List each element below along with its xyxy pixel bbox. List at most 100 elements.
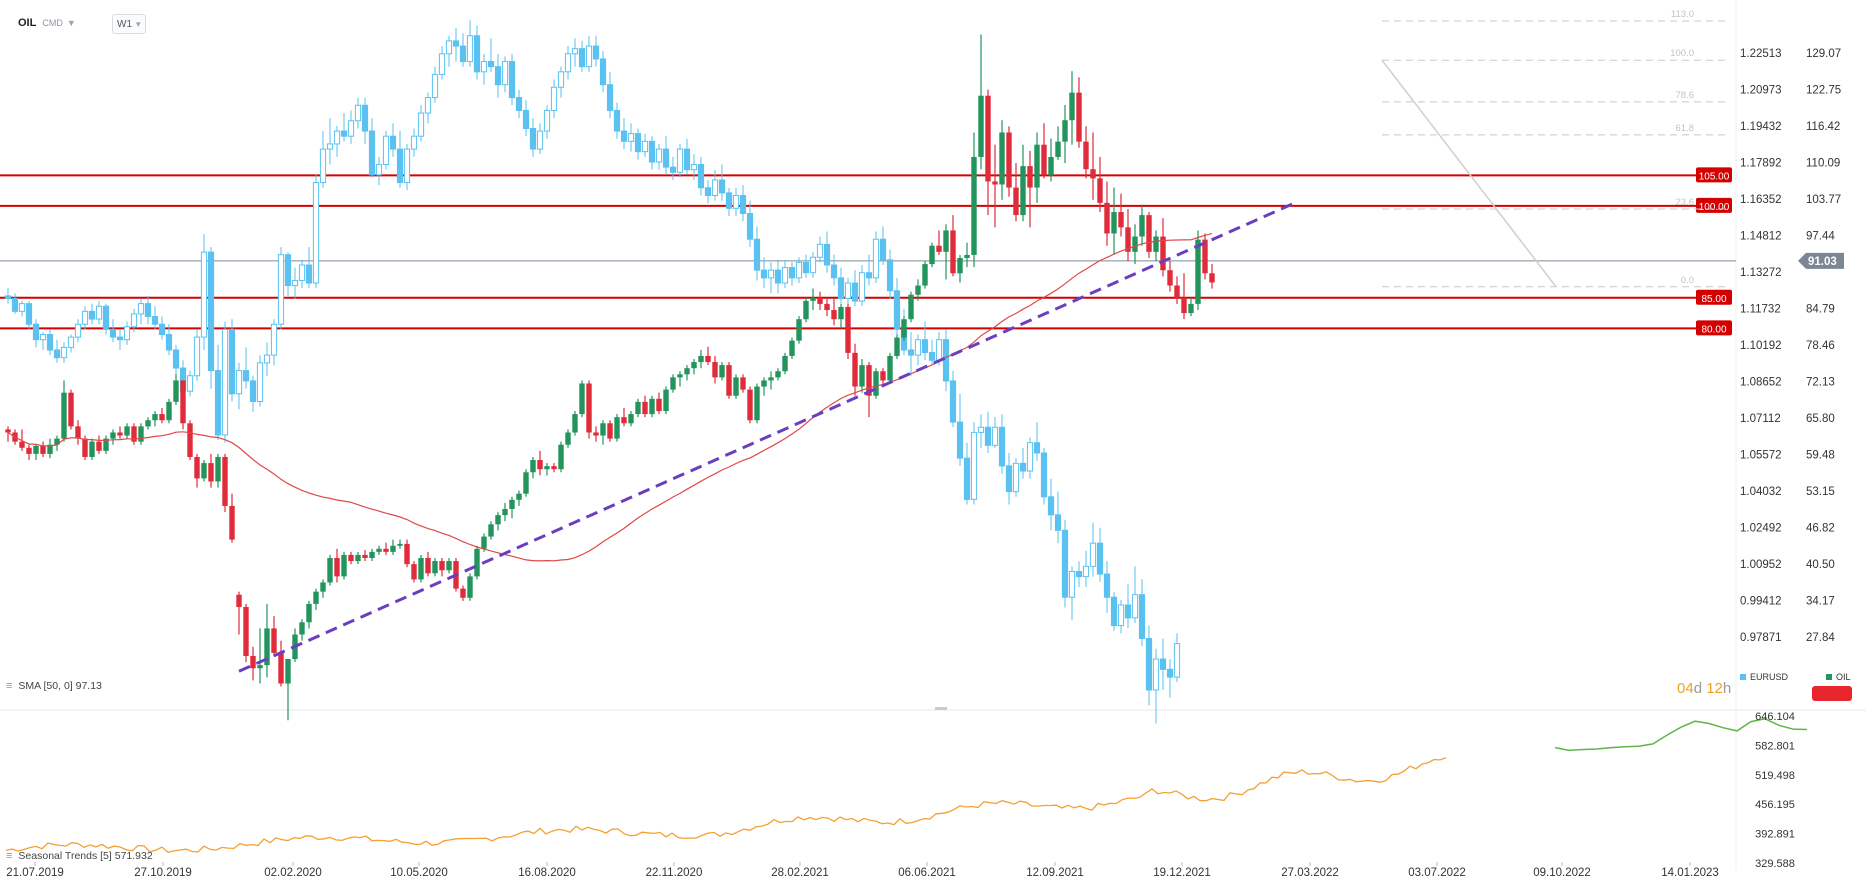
fibonacci-retracement: 113.0 100.0 78.6 61.8 23.6 0.0 xyxy=(1381,9,1730,288)
eurusd-candle xyxy=(522,100,530,137)
eurusd-candle xyxy=(963,442,971,505)
eurusd-candle xyxy=(333,125,341,157)
eurusd-candle xyxy=(347,110,355,144)
menu-icon[interactable]: ≡ xyxy=(6,680,13,692)
oil-candle xyxy=(306,600,312,629)
oil-candle xyxy=(936,230,942,255)
oil-candle xyxy=(1125,208,1131,262)
legend-oil[interactable]: OIL xyxy=(1826,672,1851,682)
legend-eurusd[interactable]: EURUSD xyxy=(1740,672,1788,682)
oil-candle xyxy=(1069,71,1075,145)
seasonal-legend[interactable]: ≡ Seasonal Trends [5] 571.932 xyxy=(6,850,153,862)
support-trendline xyxy=(238,201,1296,673)
oil-candle xyxy=(341,551,347,580)
oil-candle xyxy=(1083,126,1089,179)
eurusd-candle xyxy=(263,342,271,376)
oil-candle xyxy=(810,288,816,311)
oil-candle xyxy=(831,297,837,326)
eurusd-axis-label: 1.16352 xyxy=(1740,194,1782,206)
symbol-selector[interactable]: OIL CMD ▼ xyxy=(18,14,76,32)
oil-candle xyxy=(523,469,529,497)
oil-candle xyxy=(1062,104,1068,164)
eurusd-candle xyxy=(886,249,894,299)
oil-candle xyxy=(1167,261,1173,292)
oil-candle xyxy=(1118,193,1124,237)
sma-legend[interactable]: ≡ SMA [50, 0] 97.13 xyxy=(6,680,102,692)
oil-candle xyxy=(348,551,354,565)
oil-candle xyxy=(145,417,151,430)
oil-axis-label: 97.44 xyxy=(1806,231,1835,243)
oil-candle xyxy=(684,365,690,381)
fib-level-label: 23.6 xyxy=(1676,197,1695,208)
eurusd-candle xyxy=(1138,579,1146,647)
eurusd-candle xyxy=(102,303,110,335)
oil-candle xyxy=(712,355,718,384)
oil-candle xyxy=(740,374,746,393)
eurusd-candle xyxy=(1159,638,1167,690)
oil-candle xyxy=(467,573,473,601)
timeframe-selector[interactable]: W1 ▾ xyxy=(112,14,146,34)
eurusd-candle xyxy=(424,92,432,124)
seasonal-axis-label: 456.195 xyxy=(1755,799,1795,811)
oil-candle xyxy=(509,496,515,519)
oil-candle xyxy=(264,603,270,678)
eurusd-candle xyxy=(417,105,425,142)
legend-swatch xyxy=(1740,674,1746,680)
x-axis-label: 22.11.2020 xyxy=(646,867,703,879)
oil-candle xyxy=(908,291,914,323)
eurusd-axis-label: 1.20973 xyxy=(1740,85,1782,97)
eurusd-candle xyxy=(508,53,516,106)
eurusd-candle xyxy=(942,329,950,392)
eurusd-candle xyxy=(361,97,369,144)
eurusd-candle xyxy=(956,393,964,466)
oil-candle xyxy=(61,380,67,442)
eurusd-candle xyxy=(627,123,635,152)
eurusd-candle xyxy=(711,169,719,201)
eurusd-candle xyxy=(1054,491,1062,544)
oil-candle xyxy=(782,352,788,375)
oil-candle xyxy=(642,395,648,418)
oil-candle xyxy=(922,261,928,289)
eurusd-candle xyxy=(578,40,586,72)
seasonal-axis-label: 582.801 xyxy=(1755,740,1795,752)
eurusd-candle xyxy=(655,143,663,170)
oil-candle xyxy=(376,545,382,555)
oil-candle xyxy=(1090,132,1096,200)
x-axis-label: 19.12.2021 xyxy=(1153,867,1211,879)
eurusd-candle xyxy=(1124,584,1132,629)
eurusd-candle xyxy=(599,51,607,93)
oil-candle xyxy=(880,368,886,387)
eurusd-candle xyxy=(1061,519,1069,608)
eurusd-candle xyxy=(543,105,551,139)
eurusd-candle xyxy=(249,375,257,412)
eurusd-candle xyxy=(865,254,873,286)
oil-candle xyxy=(243,603,249,663)
oil-series xyxy=(5,34,1215,721)
oil-axis-label: 34.17 xyxy=(1806,596,1835,608)
oil-candle xyxy=(320,579,326,598)
oil-price-badge xyxy=(1812,686,1852,701)
legend-swatch xyxy=(1826,674,1832,680)
oil-candle xyxy=(635,398,641,418)
oil-candle xyxy=(698,349,704,369)
oil-candle xyxy=(47,438,53,459)
current-price-label: 91.03 xyxy=(1808,256,1837,268)
eurusd-candle xyxy=(788,262,796,286)
oil-candle xyxy=(607,420,613,442)
eurusd-candle xyxy=(1005,453,1013,505)
eurusd-candle xyxy=(221,321,229,443)
oil-candle xyxy=(1181,273,1187,320)
oil-candle xyxy=(383,542,389,555)
eurusd-axis-label: 1.14812 xyxy=(1740,231,1782,243)
eurusd-candle xyxy=(340,113,348,142)
eurusd-candle xyxy=(95,301,103,325)
eurusd-candle xyxy=(585,35,593,72)
chevron-down-icon: ▾ xyxy=(136,18,141,29)
eurusd-candle xyxy=(816,236,824,263)
oil-candle xyxy=(96,435,102,454)
eurusd-candle xyxy=(165,324,173,356)
oil-candle xyxy=(705,346,711,366)
eurusd-axis-label: 1.02492 xyxy=(1740,523,1782,535)
menu-icon[interactable]: ≡ xyxy=(6,850,13,862)
